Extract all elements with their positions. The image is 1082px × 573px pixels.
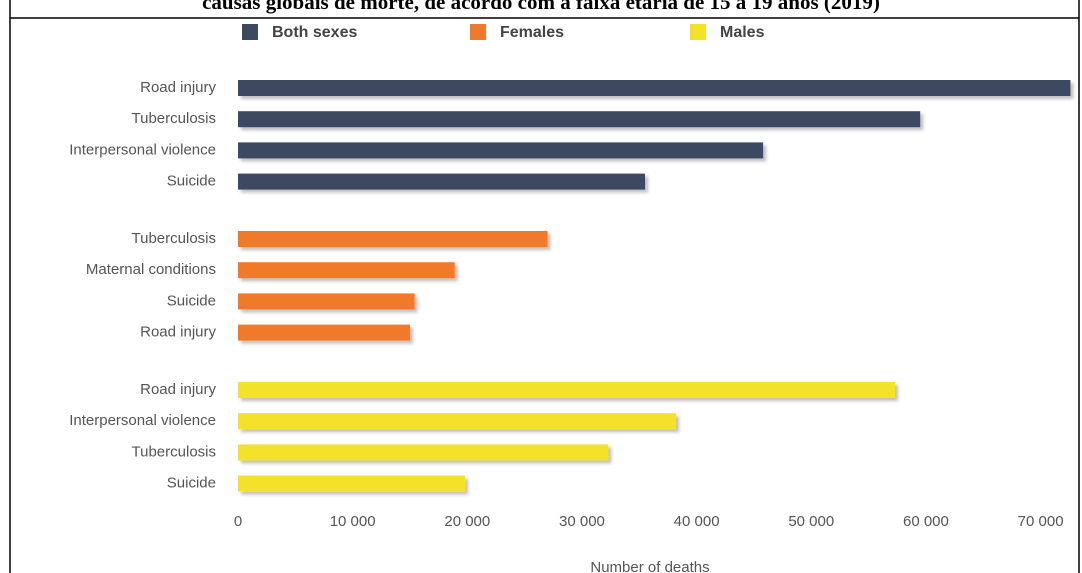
x-tick-label: 20 000	[444, 513, 490, 530]
y-tick-label: Road injury	[140, 324, 216, 341]
legend-swatch	[470, 24, 486, 40]
x-tick-label: 70 000	[1018, 513, 1064, 530]
legend-label: Males	[720, 24, 765, 41]
bar	[238, 293, 415, 310]
y-tick-label: Interpersonal violence	[69, 141, 216, 158]
bar	[238, 111, 921, 128]
y-tick-label: Tuberculosis	[132, 110, 216, 127]
y-tick-label: Suicide	[167, 475, 216, 492]
bar	[238, 231, 548, 247]
y-tick-label: Maternal conditions	[86, 261, 216, 278]
bar	[238, 475, 466, 492]
y-tick-label: Tuberculosis	[132, 230, 216, 247]
bar	[238, 382, 895, 398]
x-tick-label: 60 000	[903, 513, 949, 530]
x-tick-label: 0	[234, 513, 242, 530]
y-tick-label: Road injury	[140, 381, 216, 398]
bar	[238, 324, 410, 341]
x-tick-label: 10 000	[330, 513, 376, 530]
y-tick-label: Tuberculosis	[132, 443, 216, 460]
chart-title: causas globais de morte, de acordo com a…	[202, 0, 880, 14]
legend-label: Females	[500, 24, 564, 41]
x-tick-label: 30 000	[559, 513, 605, 530]
x-tick-label: 40 000	[674, 513, 720, 530]
bar	[238, 413, 676, 430]
bar	[238, 262, 455, 279]
y-tick-label: Interpersonal violence	[69, 412, 216, 429]
legend-swatch	[690, 24, 706, 40]
legend-label: Both sexes	[272, 24, 357, 41]
bar	[238, 444, 609, 461]
x-axis-label: Number of deaths	[590, 559, 709, 573]
bar	[238, 142, 764, 159]
y-tick-label: Road injury	[140, 79, 216, 96]
legend-swatch	[242, 24, 258, 40]
bar	[238, 173, 646, 190]
y-tick-label: Suicide	[167, 292, 216, 309]
bar	[238, 80, 1071, 96]
y-tick-label: Suicide	[167, 173, 216, 190]
x-tick-label: 50 000	[788, 513, 834, 530]
